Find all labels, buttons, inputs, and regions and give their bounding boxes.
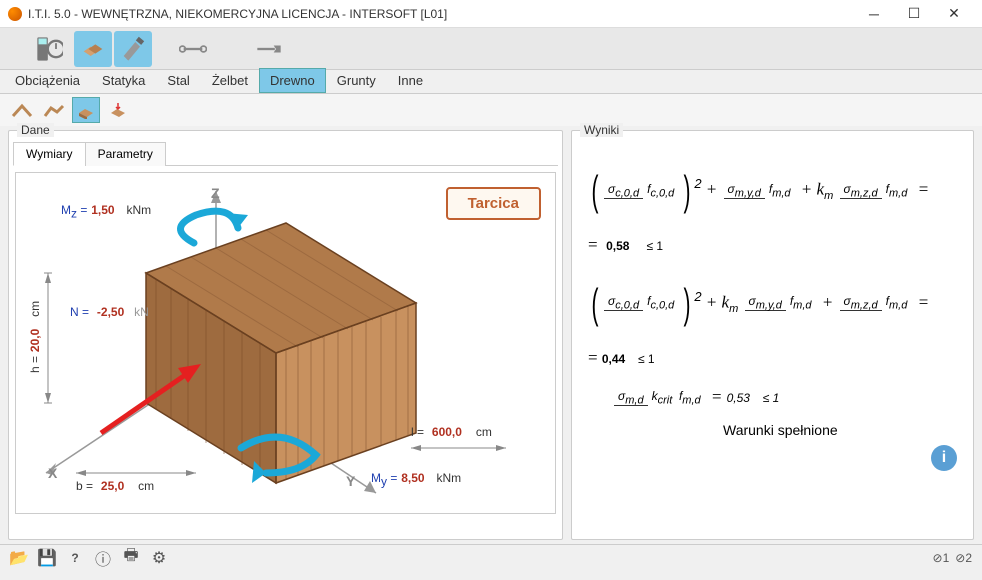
n-unit: kN — [134, 305, 149, 319]
my-sub: y — [381, 474, 387, 488]
app-icon — [8, 7, 22, 21]
result-2-value: 0,44 — [602, 352, 625, 366]
calc-icon[interactable] — [30, 31, 68, 67]
b-value: 25,0 — [101, 479, 124, 493]
main-toolbar — [0, 28, 982, 70]
beam-load-icon[interactable] — [104, 97, 132, 123]
close-button[interactable]: ✕ — [934, 1, 974, 27]
sub-toolbar — [0, 94, 982, 126]
tab-inne[interactable]: Inne — [387, 68, 434, 93]
h-eq: h = — [28, 356, 42, 373]
results-content: (σc,0,dfc,0,d)2 + σm,y,dfm,d + km σm,z,d… — [572, 131, 973, 459]
minimize-button[interactable]: ─ — [854, 1, 894, 27]
n-value: -2,50 — [97, 305, 124, 319]
settings-icon[interactable]: ⚙ — [150, 549, 168, 567]
equation-1: (σc,0,dfc,0,d)2 + σm,y,dfm,d + km σm,z,d… — [588, 159, 957, 222]
tab-statyka[interactable]: Statyka — [91, 68, 156, 93]
roof1-icon[interactable] — [8, 97, 36, 123]
data-panel: Dane Wymiary Parametry Tarcica — [8, 130, 563, 540]
open-icon[interactable]: 📂 — [10, 549, 28, 567]
roof2-icon[interactable] — [40, 97, 68, 123]
cross-section-diagram: Tarcica — [15, 172, 556, 514]
l-eq: l = — [411, 425, 424, 439]
results-panel: Wyniki (σc,0,dfc,0,d)2 + σm,y,dfm,d + km… — [571, 130, 974, 540]
result-3-value: 0,53 — [727, 391, 750, 405]
my-eq: = — [390, 471, 397, 485]
info-button[interactable]: i — [931, 445, 957, 471]
h-label: h = 20,0 cm — [26, 243, 42, 373]
h-value: 20,0 — [28, 329, 42, 352]
mz-label: Mz = 1,50 kNm — [61, 201, 151, 220]
data-panel-title: Dane — [17, 123, 54, 137]
result-1-value: 0,58 — [606, 239, 629, 253]
beam-icon[interactable] — [72, 97, 100, 123]
n-eq: N = — [70, 305, 89, 319]
n-label: N = -2,50 kN — [70, 303, 149, 319]
tab-obciazenia[interactable]: Obciążenia — [4, 68, 91, 93]
category-tabs: Obciążenia Statyka Stal Żelbet Drewno Gr… — [0, 70, 982, 94]
result-2-limit: ≤ 1 — [638, 352, 655, 366]
window-title: I.T.I. 5.0 - WEWNĘTRZNA, NIEKOMERCYJNA L… — [28, 7, 854, 21]
maximize-button[interactable]: ☐ — [894, 1, 934, 27]
result-1-limit: ≤ 1 — [646, 239, 663, 253]
equation-2: (σc,0,dfc,0,d)2 + km σm,y,dfm,d + σm,z,d… — [588, 272, 957, 335]
window-controls: ─ ☐ ✕ — [854, 1, 974, 27]
result-2: = 0,44 ≤ 1 — [588, 345, 957, 371]
zoom-indicator: ⊘1 ⊘2 — [933, 551, 973, 565]
titlebar: I.T.I. 5.0 - WEWNĘTRZNA, NIEKOMERCYJNA L… — [0, 0, 982, 28]
tab-drewno[interactable]: Drewno — [259, 68, 326, 93]
tab-grunty[interactable]: Grunty — [326, 68, 387, 93]
mz-unit: kNm — [127, 203, 152, 217]
info-status-icon[interactable]: ⓘ — [94, 549, 112, 567]
l-unit: cm — [476, 425, 492, 439]
subtab-parametry[interactable]: Parametry — [85, 142, 166, 166]
wrench-icon[interactable] — [158, 31, 228, 67]
mz-sub: z — [71, 206, 77, 220]
mz-value: 1,50 — [91, 203, 114, 217]
zoom-1-icon[interactable]: ⊘1 — [933, 551, 950, 565]
my-label: My = 8,50 kNm — [371, 469, 461, 488]
results-panel-title: Wyniki — [580, 123, 623, 137]
result-3-limit: ≤ 1 — [763, 391, 780, 405]
x-axis-label: X — [48, 465, 57, 481]
b-unit: cm — [138, 479, 154, 493]
result-1: = 0,58 ≤ 1 — [588, 232, 957, 258]
pipe-wrench-icon[interactable] — [234, 31, 304, 67]
subtab-wymiary[interactable]: Wymiary — [13, 142, 86, 166]
z-axis-label: Z — [211, 185, 220, 201]
statusbar: 📂 💾 ? ⓘ 🖶 ⚙ ⊘1 ⊘2 — [0, 544, 982, 570]
save-icon[interactable]: 💾 — [38, 549, 56, 567]
trowel-icon[interactable] — [114, 31, 152, 67]
l-label: l = 600,0 cm — [411, 423, 492, 439]
equation-3: σm,dkcrit fm,d = 0,53 ≤ 1 — [612, 384, 957, 410]
l-value: 600,0 — [432, 425, 462, 439]
b-eq: b = — [76, 479, 93, 493]
subtabs: Wymiary Parametry — [13, 141, 558, 166]
tab-stal[interactable]: Stal — [156, 68, 200, 93]
h-unit: cm — [28, 301, 42, 317]
print-icon[interactable]: 🖶 — [122, 549, 140, 567]
b-label: b = 25,0 cm — [76, 477, 154, 493]
mz-eq: = — [80, 203, 87, 217]
help-icon[interactable]: ? — [66, 549, 84, 567]
my-unit: kNm — [437, 471, 462, 485]
zoom-2-icon[interactable]: ⊘2 — [955, 551, 972, 565]
my-value: 8,50 — [401, 471, 424, 485]
conclusion: Warunki spełnione — [723, 420, 957, 441]
tab-zelbet[interactable]: Żelbet — [201, 68, 259, 93]
y-axis-label: Y — [346, 473, 355, 489]
materials-icon[interactable] — [74, 31, 112, 67]
content-area: Dane Wymiary Parametry Tarcica — [0, 126, 982, 544]
